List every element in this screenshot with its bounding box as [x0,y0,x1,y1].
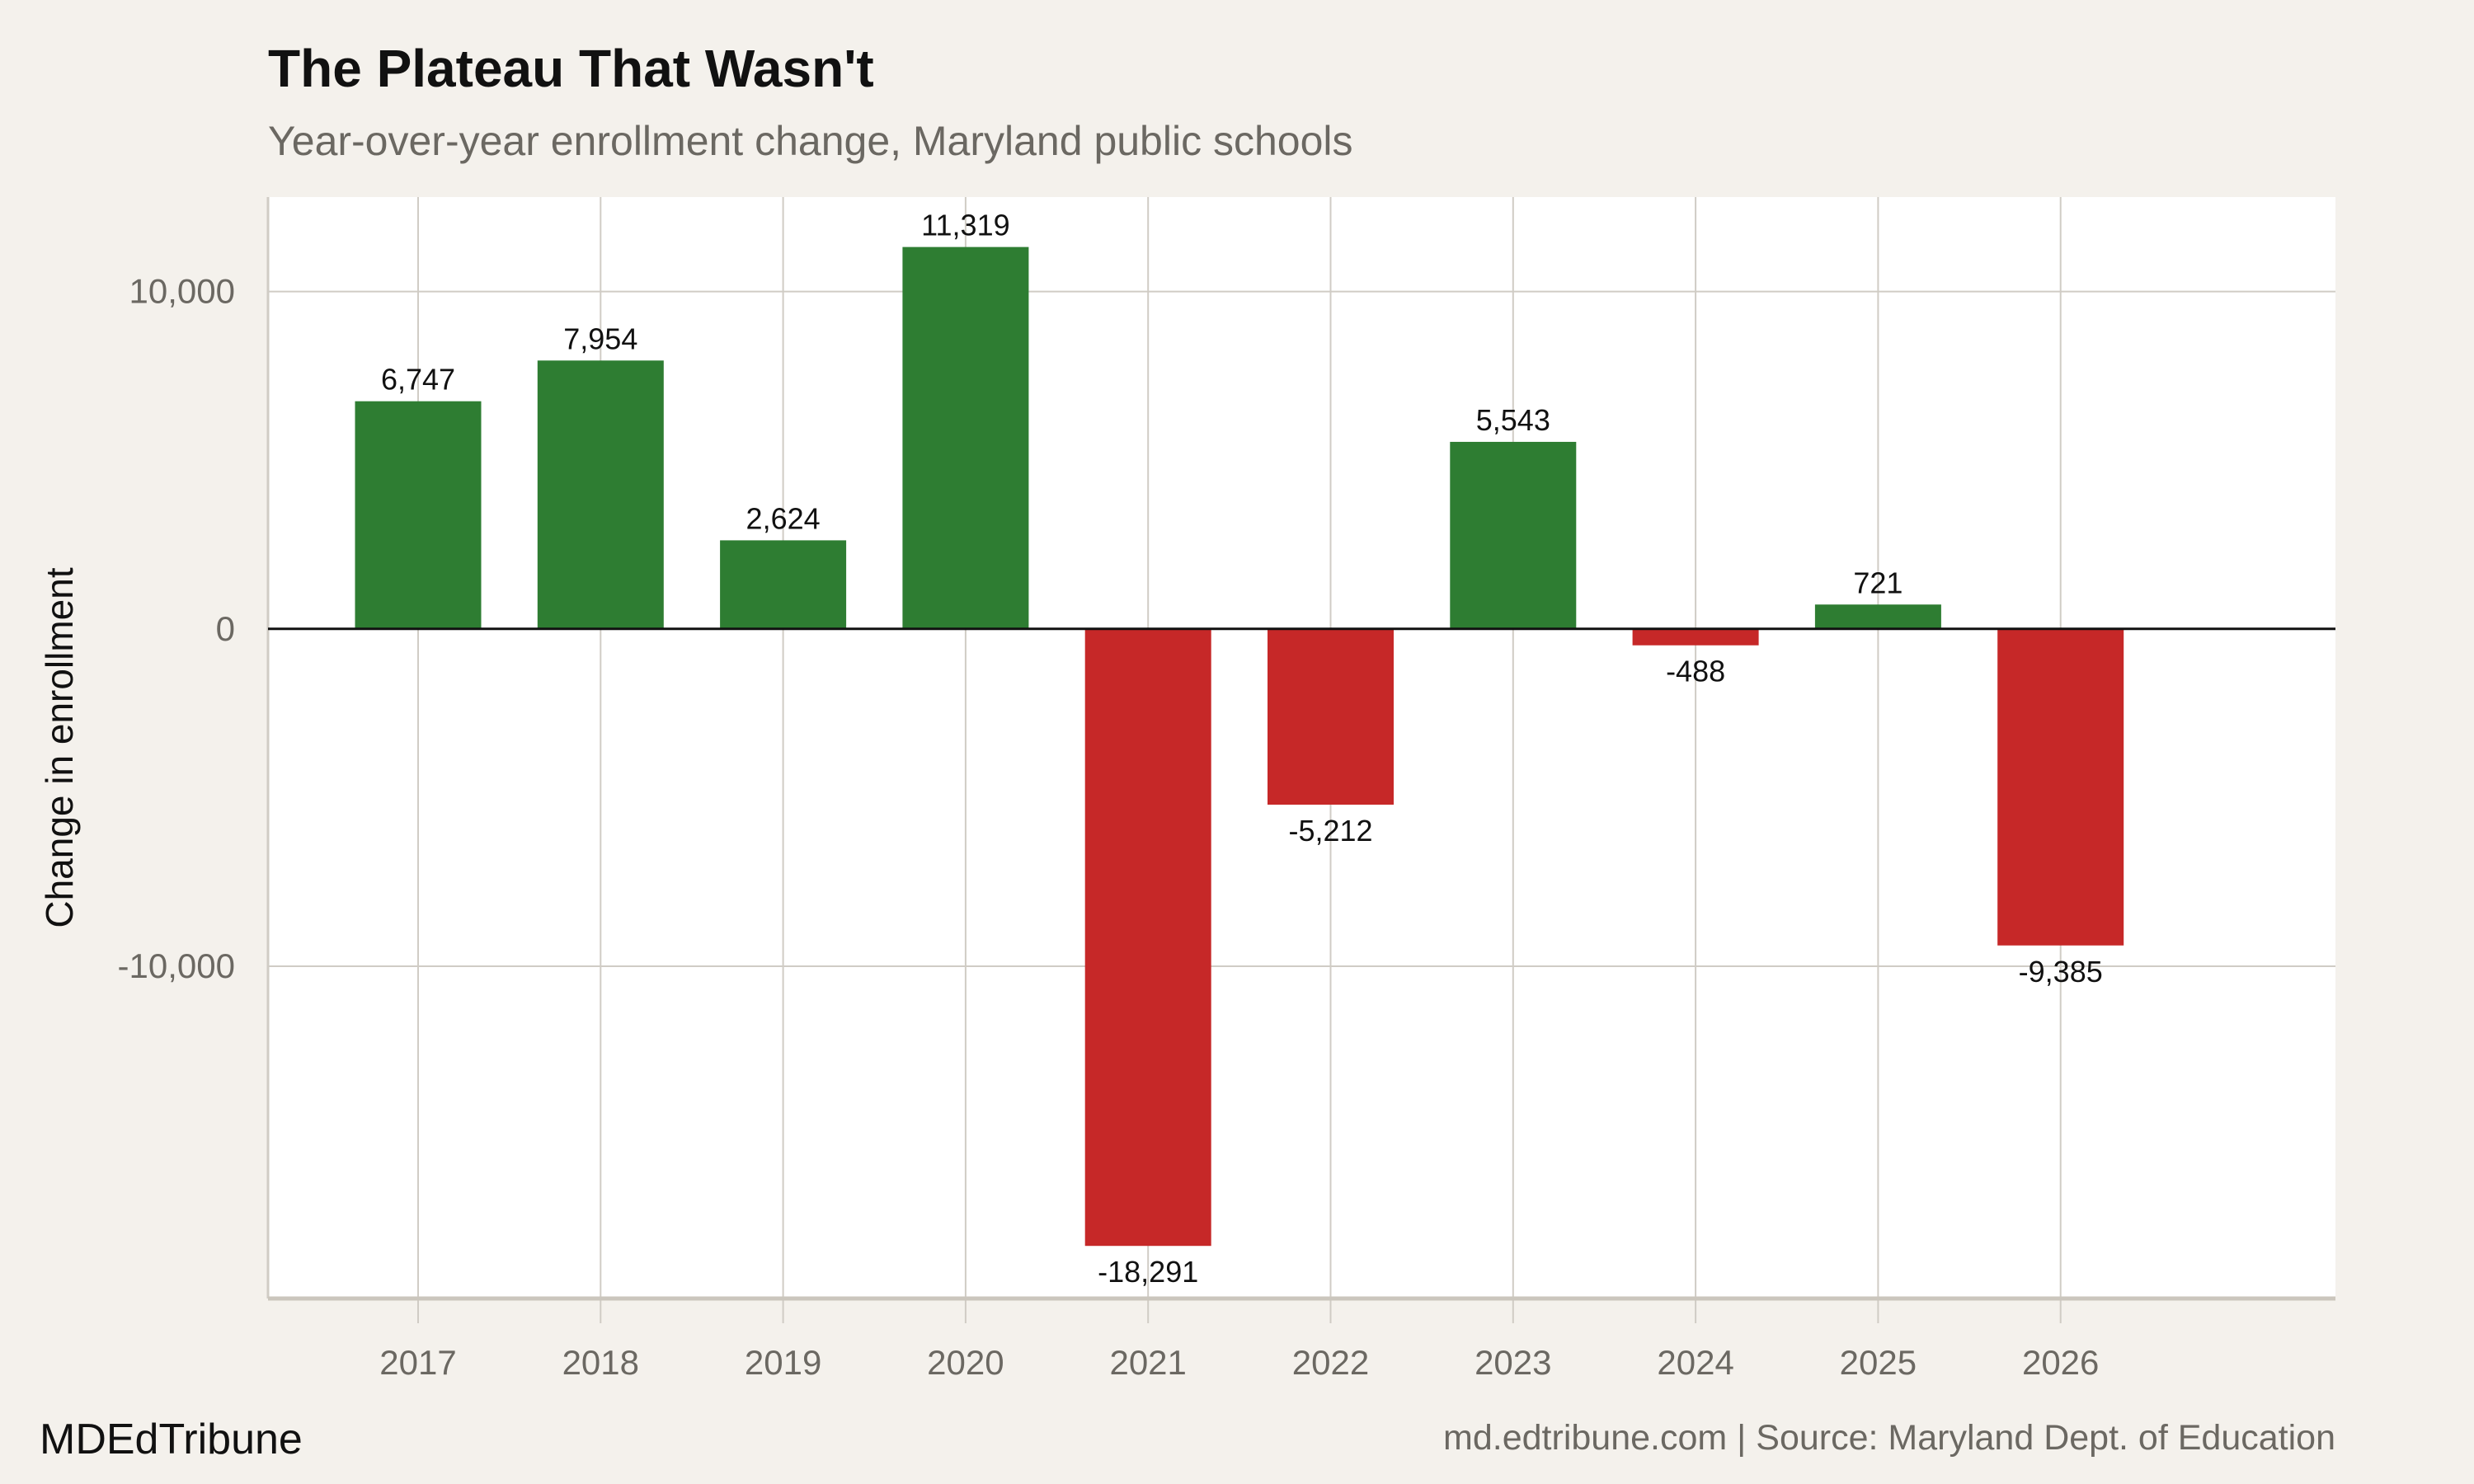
data-label: -18,291 [1098,1255,1198,1289]
data-label: -488 [1666,655,1725,688]
x-tick-label: 2024 [1657,1343,1733,1382]
y-tick-label: 10,000 [129,272,235,311]
bar-2026 [1997,628,2124,946]
brand-logo-text: MDEdTribune [40,1416,303,1463]
bar-2018 [537,360,664,629]
bar-2025 [1814,604,1941,629]
data-label: 7,954 [563,322,637,355]
x-tick-label: 2021 [1109,1343,1186,1382]
x-tick-label: 2017 [379,1343,456,1382]
x-tick-label: 2026 [2022,1343,2099,1382]
data-label: 6,747 [381,363,455,397]
bar-2023 [1450,441,1577,629]
source-credit: md.edtribune.com | Source: Maryland Dept… [1443,1418,2335,1458]
x-tick-label: 2023 [1475,1343,1551,1382]
bar-2022 [1268,628,1394,805]
data-label: 11,319 [921,209,1009,242]
x-tick-label: 2018 [562,1343,639,1382]
data-label: 2,624 [746,501,821,535]
bar-2019 [720,540,847,629]
data-label: 5,543 [1476,403,1550,437]
x-tick-label: 2022 [1292,1343,1369,1382]
bar-2021 [1084,628,1211,1247]
bar-2024 [1632,628,1759,646]
chart-subtitle: Year-over-year enrollment change, Maryla… [268,118,1353,164]
data-label: -5,212 [1288,814,1372,848]
data-label: 721 [1853,566,1903,599]
bar-2017 [355,401,482,629]
y-tick-label: -10,000 [118,946,235,985]
chart-title: The Plateau That Wasn't [268,39,874,98]
x-tick-label: 2020 [927,1343,1004,1382]
x-tick-label: 2019 [745,1343,821,1382]
bar-2020 [902,247,1029,629]
x-tick-label: 2025 [1840,1343,1917,1382]
data-label: -9,385 [2019,955,2103,989]
y-tick-label: 0 [216,609,235,648]
